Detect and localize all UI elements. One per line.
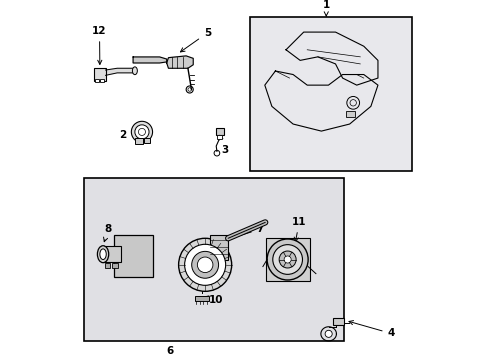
Bar (112, 264, 117, 267)
Circle shape (279, 251, 296, 268)
Circle shape (266, 239, 307, 280)
Ellipse shape (97, 246, 108, 263)
Bar (332, 318, 343, 325)
Circle shape (184, 244, 225, 285)
Circle shape (178, 238, 231, 291)
Bar (103, 246, 121, 262)
Text: 3: 3 (219, 135, 228, 154)
Text: 8: 8 (103, 224, 112, 242)
Text: 2: 2 (119, 129, 139, 140)
Text: 10: 10 (203, 295, 223, 305)
Ellipse shape (132, 67, 137, 75)
Circle shape (272, 245, 302, 274)
Circle shape (284, 256, 290, 263)
Bar (135, 138, 142, 144)
Bar (104, 264, 110, 267)
Bar (210, 235, 228, 260)
Bar (113, 235, 152, 277)
Bar (143, 138, 150, 143)
Polygon shape (133, 57, 166, 63)
Bar (100, 79, 104, 82)
Text: 7: 7 (223, 224, 264, 242)
Bar (94, 68, 105, 81)
Bar (249, 17, 411, 171)
Text: 4: 4 (348, 321, 394, 338)
Bar (215, 129, 224, 135)
Circle shape (325, 330, 331, 337)
Text: 9: 9 (187, 266, 195, 280)
Text: 12: 12 (92, 26, 106, 64)
Bar (95, 79, 99, 82)
Bar (217, 135, 222, 139)
Text: 11: 11 (291, 217, 306, 242)
Bar (194, 296, 208, 301)
Ellipse shape (100, 249, 106, 260)
Polygon shape (105, 68, 135, 75)
Text: 6: 6 (166, 346, 174, 356)
Circle shape (135, 125, 149, 139)
Bar (346, 111, 354, 117)
Circle shape (131, 121, 152, 143)
Text: 1: 1 (322, 0, 329, 16)
Circle shape (197, 257, 212, 273)
Bar (83, 178, 343, 341)
Polygon shape (166, 56, 193, 68)
Text: 5: 5 (180, 28, 210, 52)
Circle shape (191, 251, 218, 278)
Bar (265, 238, 309, 282)
